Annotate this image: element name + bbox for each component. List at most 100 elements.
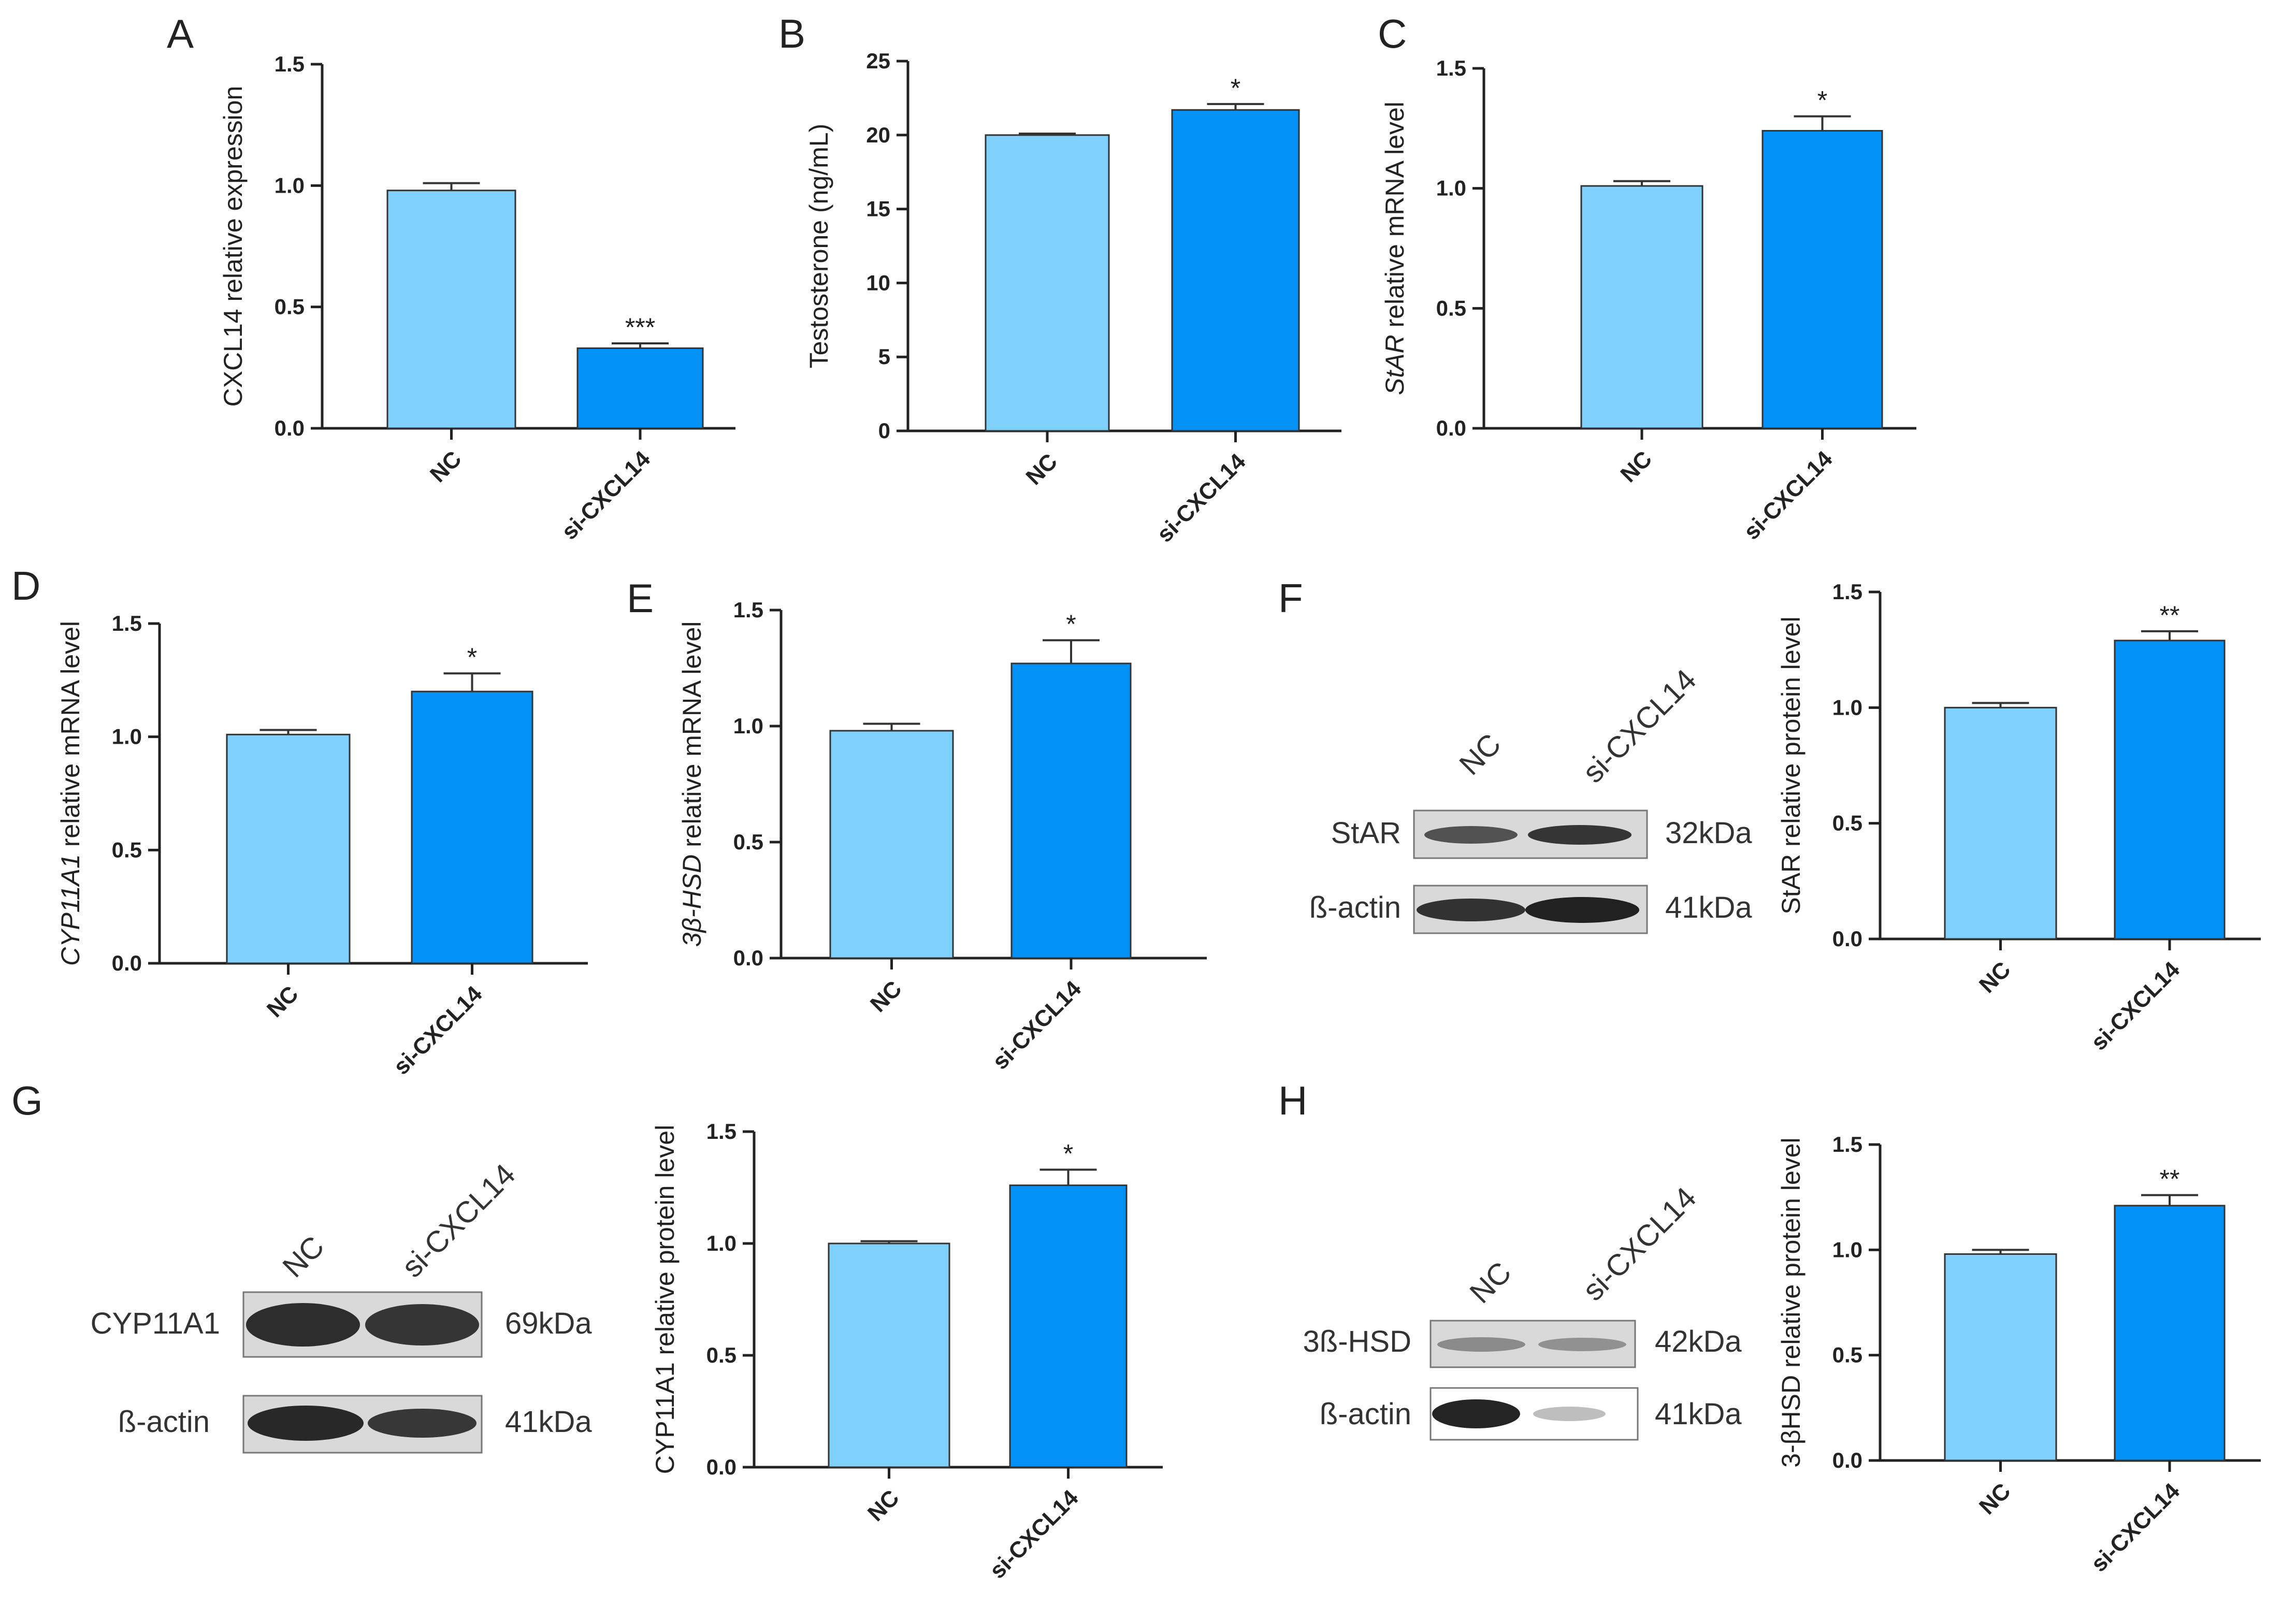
chart-f-bar-nc — [1944, 706, 2057, 940]
chart-f-ytick-label: 0.0 — [1832, 927, 1862, 951]
blot-h-row1-size: 42kDa — [1655, 1325, 1742, 1358]
chart-f-ytick-label: 1.5 — [1832, 580, 1862, 604]
chart-h-bar-nc — [1944, 1253, 2057, 1462]
chart-h-category-label: NC — [1974, 1478, 2016, 1520]
blot-f-row2-band-si — [1525, 897, 1639, 923]
chart-g-category-label: NC — [863, 1485, 904, 1526]
chart-f-ytick-label: 1.0 — [1832, 695, 1862, 719]
chart-f-bar-si-cxcl14 — [2114, 640, 2226, 940]
chart-b-bar-si-cxcl14 — [1171, 109, 1300, 432]
chart-a-category-label: si-CXCL14 — [557, 446, 656, 545]
blot-h-row2-protein: ß-actin — [1320, 1397, 1411, 1431]
panel-label-a: A — [167, 11, 194, 56]
blot-f-row1-band-nc — [1424, 826, 1518, 844]
chart-b-ytick-label: 15 — [866, 197, 890, 221]
blot-h-lane-si: si-CXCL14 — [1576, 1181, 1702, 1307]
chart-a-ylabel: CXCL14 relative expression — [219, 86, 248, 407]
chart-a-category-label: NC — [425, 446, 467, 487]
chart-b-bar-nc — [985, 134, 1110, 432]
chart-a-ytick-label: 0.5 — [275, 295, 305, 319]
chart-e-ytick-label: 1.5 — [733, 598, 763, 622]
blot-h-row2-band-nc — [1432, 1399, 1520, 1428]
chart-g-category-label: si-CXCL14 — [985, 1485, 1084, 1584]
chart-b-sig-marker: * — [1231, 74, 1240, 103]
blot-g-lane-si: si-CXCL14 — [395, 1158, 522, 1284]
chart-b-category-label: si-CXCL14 — [1152, 448, 1251, 547]
blot-h-row1-band-nc — [1437, 1337, 1525, 1352]
blot-g-row1-band-nc — [246, 1303, 360, 1347]
chart-c-category-label: NC — [1615, 446, 1657, 487]
blot-g-lane-nc: NC — [276, 1229, 330, 1284]
chart-f-sig-marker: ** — [2160, 601, 2180, 630]
chart-h-ytick-label: 1.5 — [1832, 1132, 1862, 1156]
chart-b-ylabel: Testosterone (ng/mL) — [804, 124, 833, 368]
blot-g-row2-band-nc — [248, 1406, 364, 1441]
blot-f-lane-nc: NC — [1453, 727, 1507, 782]
blot-g-row1-size: 69kDa — [505, 1307, 592, 1340]
chart-d: 0.0 0.5 1.0 1.5 CYP11A1 relative mRNA level N… — [56, 611, 588, 1080]
chart-c-ytick-label: 1.0 — [1436, 176, 1466, 200]
chart-a-bar-si-cxcl14 — [576, 347, 704, 429]
chart-c-ytick-label: 0.5 — [1436, 296, 1466, 320]
chart-g-ytick-label: 0.0 — [706, 1455, 737, 1479]
chart-g-sig-marker: * — [1063, 1139, 1073, 1168]
panel-label-g: G — [11, 1078, 43, 1123]
chart-c: 0.0 0.5 1.0 1.5 StAR relative mRNA level NC * s… — [1380, 56, 1916, 545]
blot-f-row1-band-si — [1528, 825, 1631, 845]
blot-f-row2-band-nc — [1417, 899, 1525, 921]
chart-e-ytick-label: 0.5 — [733, 830, 763, 854]
chart-d-bar-si-cxcl14 — [411, 690, 533, 964]
chart-f: 0.0 0.5 1.0 1.5 StAR relative protein level N… — [1777, 580, 2261, 1055]
chart-e-ytick-label: 0.0 — [733, 946, 763, 970]
chart-h: 0.0 0.5 1.0 1.5 3-βHSD relative protein leve… — [1777, 1132, 2261, 1577]
chart-a-ytick-label: 0.0 — [275, 416, 305, 440]
chart-c-bar-si-cxcl14 — [1761, 129, 1883, 429]
chart-d-ytick-label: 1.0 — [112, 725, 142, 749]
chart-c-ytick-label: 0.0 — [1436, 416, 1466, 440]
chart-h-ylabel: 3-βHSD relative protein level — [1777, 1137, 1806, 1467]
blot-f-row2-protein: ß-actin — [1309, 891, 1401, 924]
chart-e-sig-marker: * — [1066, 610, 1076, 639]
chart-e-category-label: NC — [865, 976, 907, 1017]
blot-f-row1-size: 32kDa — [1665, 816, 1752, 850]
chart-g: 0.0 0.5 1.0 1.5 CYP11A1 relative protein lev… — [651, 1119, 1163, 1584]
chart-b-ytick-label: 25 — [866, 49, 890, 73]
chart-b-category-label: NC — [1021, 448, 1062, 490]
chart-g-ytick-label: 1.0 — [706, 1231, 737, 1255]
chart-a-ytick-label: 1.5 — [275, 52, 305, 76]
chart-d-ylabel: CYP11A1 relative mRNA level — [56, 621, 85, 966]
chart-c-sig-marker: * — [1817, 86, 1827, 115]
western-blot-g: NC si-CXCL14 CYP11A1 69kDa ß-actin 41kDa — [91, 1158, 592, 1454]
chart-b-ytick-label: 5 — [878, 344, 890, 369]
chart-a: 0.0 0.5 1.0 1.5 CXCL14 relative expression NC… — [219, 52, 735, 545]
chart-b-ytick-label: 20 — [866, 123, 890, 147]
blot-g-row2-protein: ß-actin — [118, 1405, 210, 1439]
chart-g-ytick-label: 1.5 — [706, 1119, 737, 1144]
chart-f-ytick-label: 0.5 — [1832, 811, 1862, 835]
chart-h-ytick-label: 0.0 — [1832, 1448, 1862, 1472]
blot-g-row1-band-si — [365, 1304, 479, 1345]
chart-c-bar-nc — [1580, 185, 1703, 429]
blot-h-row1-protein: 3ß-HSD — [1303, 1325, 1411, 1358]
panel-label-c: C — [1378, 11, 1407, 56]
western-blot-h: NC si-CXCL14 3ß-HSD 42kDa ß-actin 41kDa — [1303, 1181, 1742, 1441]
chart-c-category-label: si-CXCL14 — [1739, 446, 1838, 545]
chart-c-ytick-label: 1.5 — [1436, 56, 1466, 80]
chart-e-ytick-label: 1.0 — [733, 714, 763, 738]
blot-h-lane-nc: NC — [1463, 1255, 1518, 1310]
chart-d-ytick-label: 1.5 — [112, 611, 142, 635]
chart-e-category-label: si-CXCL14 — [988, 976, 1087, 1075]
chart-d-ytick-label: 0.5 — [112, 837, 142, 862]
blot-g-row1-protein: CYP11A1 — [91, 1307, 220, 1340]
chart-h-ytick-label: 1.0 — [1832, 1237, 1862, 1262]
chart-h-sig-marker: ** — [2160, 1165, 2180, 1194]
chart-g-ytick-label: 0.5 — [706, 1343, 737, 1367]
chart-f-category-label: NC — [1974, 957, 2016, 998]
chart-b-ytick-label: 10 — [866, 270, 890, 295]
chart-d-bar-nc — [226, 733, 351, 964]
chart-e-bar-nc — [829, 730, 954, 959]
chart-d-category-label: si-CXCL14 — [388, 981, 487, 1080]
chart-h-bar-si-cxcl14 — [2114, 1205, 2226, 1462]
